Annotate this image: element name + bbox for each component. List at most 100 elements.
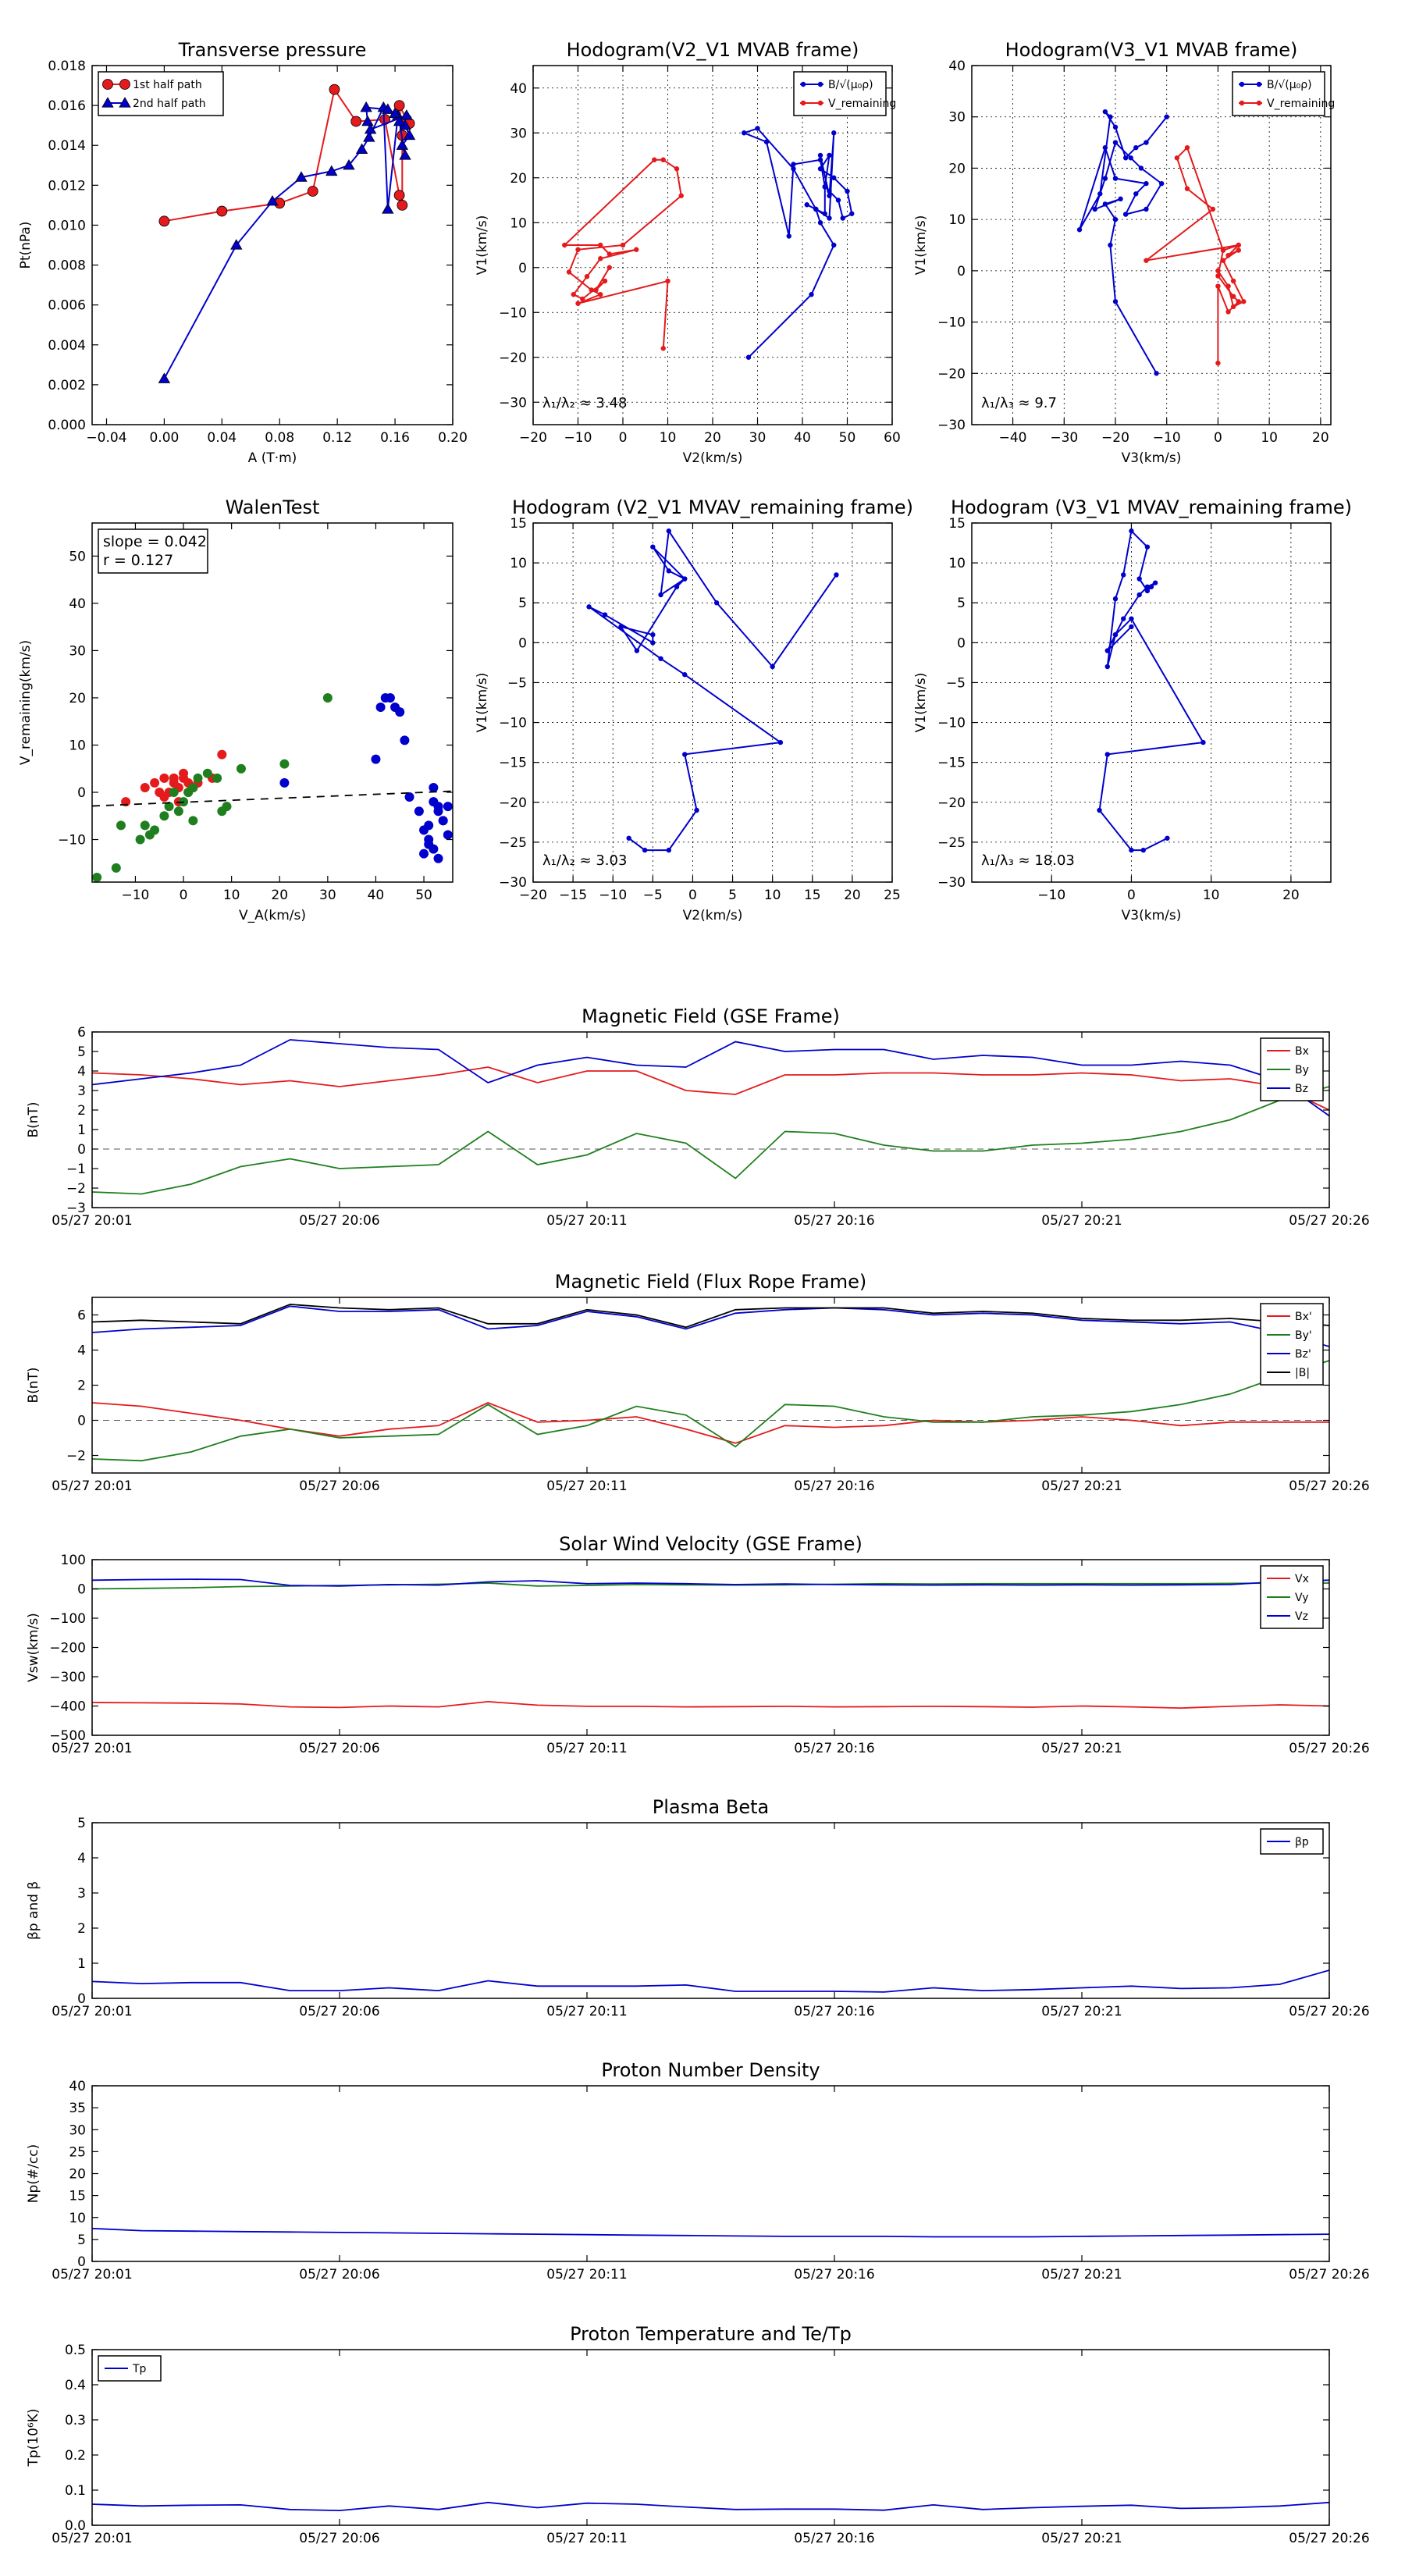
data-point: [598, 292, 603, 297]
x-tick-label: 20: [1282, 888, 1300, 903]
y-axis-label: B(nT): [26, 1367, 41, 1403]
data-point: [158, 372, 171, 383]
plot-area: [92, 2501, 1329, 2512]
x-tick-label: 05/27 20:16: [794, 1478, 874, 1494]
x-tick-label: 05/27 20:11: [546, 1741, 627, 1756]
y-axis-label: V1(km/s): [475, 215, 490, 276]
y-tick-label: 20: [69, 691, 86, 706]
y-tick-label: 0: [77, 1414, 86, 1429]
y-tick-label: 30: [69, 2122, 86, 2138]
data-point: [1102, 201, 1108, 207]
x-tick-label: 05/27 20:11: [546, 1478, 627, 1494]
data-point: [403, 129, 416, 141]
chart-panel-7: 05/27 20:01 05/27 20:06 05/27 20:11 05/27 2…: [26, 1271, 1370, 1494]
data-point: [791, 162, 796, 167]
data-point: [813, 206, 819, 212]
x-tick-label: 05/27 20:01: [52, 2531, 132, 2546]
data-point: [216, 205, 228, 217]
data-point: [135, 834, 145, 845]
legend-label: Bz': [1295, 1348, 1311, 1361]
y-tick-label: −15: [499, 756, 527, 771]
axes-frame: [91, 1297, 1330, 1474]
data-point: [385, 692, 395, 703]
x-tick-label: −10: [1037, 888, 1065, 903]
legend-marker: [1239, 81, 1245, 87]
x-tick-label: −20: [519, 430, 547, 446]
legend-label: 2nd half path: [133, 98, 206, 110]
series-line-0: [92, 1700, 1329, 1710]
y-tick-label: 4: [77, 1064, 86, 1080]
data-point: [606, 251, 612, 257]
y-tick-label: 15: [69, 2189, 86, 2204]
y-tick-label: 30: [69, 643, 86, 659]
legend-marker: [817, 81, 823, 87]
data-point: [674, 584, 680, 589]
data-point: [169, 773, 179, 783]
data-point: [1104, 648, 1110, 653]
data-point: [159, 773, 169, 783]
y-tick-label: 0: [77, 1582, 86, 1598]
y-tick-label: 20: [510, 171, 527, 187]
x-tick-label: 05/27 20:21: [1041, 1478, 1122, 1494]
x-tick-label: −40: [999, 430, 1027, 446]
legend-marker: [800, 100, 806, 106]
y-tick-label: 0.012: [48, 178, 86, 194]
data-point: [1092, 206, 1097, 212]
y-tick-label: 0.5: [65, 2343, 86, 2358]
x-tick-label: 05/27 20:21: [1041, 2531, 1122, 2546]
data-point: [694, 807, 699, 813]
y-tick-label: 4: [77, 1343, 86, 1359]
y-axis-label: Vsw(km/s): [26, 1613, 41, 1682]
chart-panel-2: −40 −30 −20 −10 0 10 20 −30 −20 −10 0 10 20 30 40 Hodog…: [913, 39, 1335, 466]
legend: Vx Vy Vz: [1260, 1565, 1324, 1629]
y-tick-label: −3: [66, 1201, 86, 1216]
x-tick-label: 10: [764, 888, 781, 903]
data-point: [777, 739, 784, 745]
data-point: [1112, 632, 1119, 638]
plot-area: [92, 1304, 1329, 1462]
y-tick-label: −500: [49, 1728, 86, 1744]
y-tick-label: 0.008: [48, 258, 86, 274]
data-point: [763, 139, 770, 144]
data-point: [1104, 752, 1110, 757]
data-point: [827, 188, 832, 194]
data-point: [1136, 576, 1142, 582]
chart-panel-1: −20 −10 0 10 20 30 40 50 60 −30 −20 −10 0 10 20 30 40 Hod…: [475, 39, 901, 466]
legend-marker: [101, 97, 114, 108]
x-tick-label: 0.20: [438, 430, 468, 446]
x-tick-label: 20: [1312, 430, 1329, 446]
data-point: [834, 572, 839, 578]
y-tick-label: 20: [948, 161, 966, 176]
y-tick-label: −30: [499, 875, 527, 891]
y-tick-label: −10: [937, 716, 966, 731]
x-tick-label: 40: [794, 430, 811, 446]
y-tick-label: 5: [957, 596, 966, 611]
y-tick-label: 0: [518, 261, 527, 276]
x-tick-label: 05/27 20:21: [1041, 2004, 1122, 2019]
y-tick-label: 2: [77, 1921, 86, 1937]
legend-marker: [1256, 81, 1262, 87]
data-point: [602, 612, 608, 617]
x-tick-label: 05/27 20:06: [299, 2531, 379, 2546]
data-point: [770, 664, 775, 670]
y-tick-label: 5: [77, 1044, 86, 1060]
data-point: [1138, 165, 1144, 171]
eigenvalue-ratio: λ₁/λ₃ ≈ 9.7: [981, 395, 1057, 411]
data-point: [159, 811, 169, 821]
data-point: [1129, 616, 1134, 621]
x-tick-label: 0.04: [207, 430, 237, 446]
x-tick-label: 10: [223, 888, 240, 903]
axes-frame: [91, 1822, 1330, 1999]
y-tick-label: 10: [69, 738, 86, 753]
data-point: [92, 872, 102, 882]
data-point: [1108, 242, 1113, 248]
data-point: [589, 287, 594, 293]
x-tick-label: 05/27 20:11: [546, 2004, 627, 2019]
data-point: [1076, 227, 1083, 233]
eigenvalue-ratio: λ₁/λ₂ ≈ 3.03: [542, 852, 627, 869]
legend: B/√(μ₀ρ) V_remaining: [1232, 71, 1335, 116]
data-point: [1097, 807, 1102, 813]
y-tick-label: 1: [77, 1956, 86, 1972]
data-point: [236, 763, 246, 774]
x-tick-label: 0.08: [265, 430, 294, 446]
